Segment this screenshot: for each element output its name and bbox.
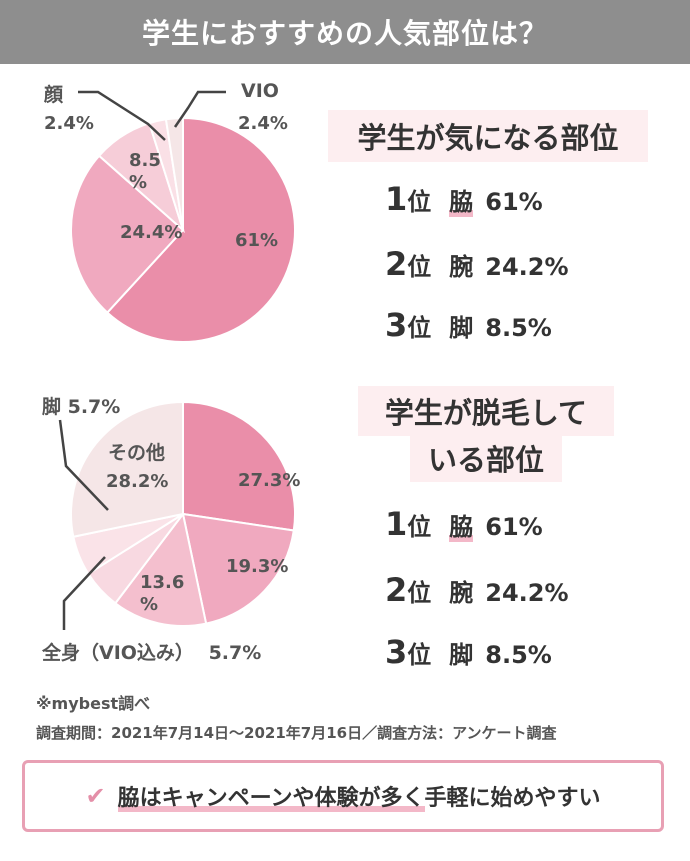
- rank-suffix: 位: [407, 253, 432, 281]
- leader-line: [58, 419, 109, 511]
- pie-slice: [182, 400, 296, 532]
- slice-value-label: %: [140, 594, 158, 615]
- rank-suffix: 位: [407, 188, 432, 216]
- rank-number: 3: [385, 633, 408, 671]
- rank-value: 61%: [485, 188, 543, 216]
- slice-pct-other: 28.2%: [106, 471, 169, 492]
- section1-rank-2: 2 位 腕 24.2%: [385, 245, 569, 283]
- slice-label-fullbody-name: 全身（VIO込み）: [42, 642, 194, 664]
- leader-line: [62, 556, 106, 630]
- section1-title: 学生が気になる部位: [328, 110, 648, 162]
- rank-part: 脇: [449, 507, 473, 542]
- rank-suffix: 位: [407, 579, 432, 607]
- slice-label-leg: 脚 5.7%: [42, 396, 121, 418]
- rank-part: 腕: [449, 579, 474, 607]
- section1-rank-3: 3 位 脚 8.5%: [385, 306, 552, 344]
- pie-slice: [164, 116, 184, 231]
- rank-part: 脚: [449, 314, 474, 342]
- leader-line: [78, 90, 166, 141]
- section2-rank-2: 2 位 腕 24.2%: [385, 571, 569, 609]
- slice-pct-face: 2.4%: [44, 113, 94, 134]
- rank-value: 8.5%: [485, 641, 552, 669]
- section2-title-line1: 学生が脱毛して: [358, 386, 614, 436]
- source-note: ※mybest調べ: [36, 694, 151, 713]
- rank-number: 1: [385, 505, 408, 543]
- slice-value-label: 13.6: [140, 572, 184, 593]
- slice-value-label: 19.3%: [226, 556, 288, 577]
- rank-value: 8.5%: [485, 314, 552, 342]
- rank-suffix: 位: [407, 314, 432, 342]
- slice-label-vio: VIO: [241, 80, 279, 102]
- slice-label-fullbody: 全身（VIO込み） 5.7%: [42, 638, 261, 665]
- leader-line: [173, 90, 226, 128]
- rank-value: 24.2%: [485, 579, 569, 607]
- slice-value-label: %: [129, 172, 147, 193]
- section1-rank-1: 1 位 脇 61%: [385, 180, 543, 218]
- section2-title-line2: いる部位: [410, 434, 562, 482]
- pie-slice: [70, 400, 184, 538]
- slice-value-label: 8.5: [129, 150, 161, 171]
- pie-slice: [70, 154, 185, 314]
- slice-value-label: 24.4%: [120, 222, 182, 243]
- page-title: 学生におすすめの人気部位は？: [0, 0, 690, 64]
- rank-suffix: 位: [407, 513, 432, 541]
- pie-slice: [105, 116, 296, 343]
- section2-rank-3: 3 位 脚 8.5%: [385, 633, 552, 671]
- rank-value: 24.2%: [485, 253, 569, 281]
- slice-label-other: その他: [108, 442, 166, 464]
- rank-value: 61%: [485, 513, 543, 541]
- slice-value-label: 27.3%: [238, 470, 300, 491]
- slice-pct-fullbody: 5.7%: [208, 642, 262, 664]
- rank-part: 脇: [449, 182, 473, 217]
- survey-period-note: 調査期間：2021年7月14日～2021年7月16日／調査方法：アンケート調査: [36, 724, 557, 742]
- rank-number: 2: [385, 571, 408, 609]
- slice-pct-vio: 2.4%: [238, 113, 288, 134]
- footer-text: 手軽に始めやすい: [424, 786, 601, 811]
- rank-suffix: 位: [407, 641, 432, 669]
- slice-label-face: 顔: [44, 84, 64, 106]
- rank-number: 1: [385, 180, 408, 218]
- footer-text-highlight: 脇はキャンペーンや体験が多く: [118, 780, 425, 812]
- pie-slice: [181, 512, 295, 625]
- rank-number: 3: [385, 306, 408, 344]
- pie-slice: [113, 511, 208, 627]
- rank-number: 2: [385, 245, 408, 283]
- slice-value-label: 61%: [235, 230, 278, 251]
- check-icon: ✔: [85, 782, 106, 810]
- rank-part: 腕: [449, 253, 474, 281]
- footer-callout: ✔ 脇はキャンペーンや体験が多く 手軽に始めやすい: [22, 760, 664, 832]
- rank-part: 脚: [449, 641, 474, 669]
- section2-rank-1: 1 位 脇 61%: [385, 505, 543, 543]
